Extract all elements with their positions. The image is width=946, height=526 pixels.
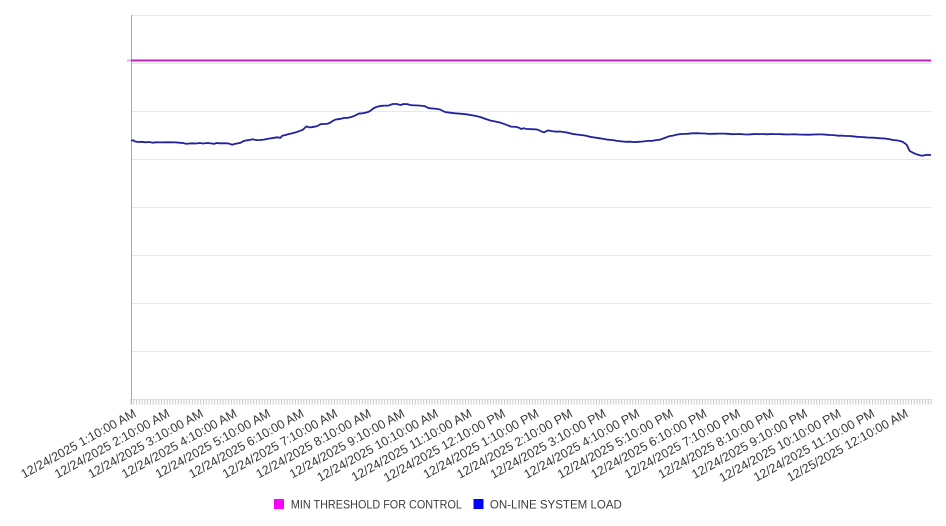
svg-text:MIN THRESHOLD FOR CONTROL: MIN THRESHOLD FOR CONTROL — [291, 498, 462, 512]
svg-text:ON-LINE SYSTEM LOAD: ON-LINE SYSTEM LOAD — [490, 498, 622, 512]
